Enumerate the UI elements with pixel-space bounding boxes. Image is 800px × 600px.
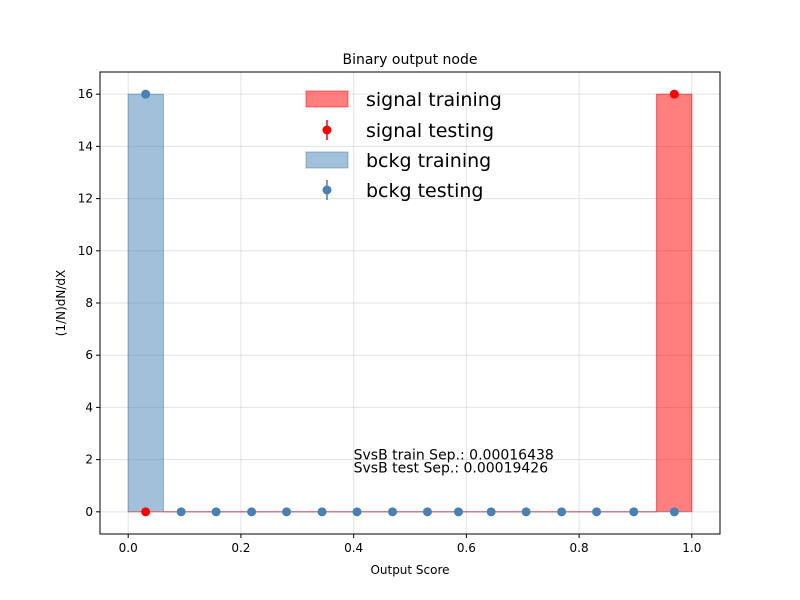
legend-marker-bckg-testing (322, 185, 332, 195)
separation-annotation: SvsB train Sep.: 0.00016438 (354, 448, 554, 464)
axis-ticks: 0.0 0.2 0.4 0.6 0.8 1.0 0 2 4 6 8 10 12 14 16 (78, 87, 702, 555)
histogram-bars (127, 93, 693, 513)
y-tick-label: 12 (78, 192, 93, 206)
point-bckg-testing (422, 507, 432, 517)
legend-swatch-bckg-training (305, 151, 349, 169)
y-tick-label: 4 (85, 400, 93, 414)
bar-bckg-training (128, 94, 164, 512)
legend-label-bckg-training: bckg training (366, 150, 491, 172)
y-tick-label: 0 (85, 505, 93, 519)
chart-title: Binary output node (342, 52, 477, 68)
y-axis-label: (1/N)dN/dX (54, 270, 68, 337)
point-bckg-testing (592, 507, 602, 517)
point-bckg-testing (176, 507, 186, 517)
point-bckg-testing (141, 89, 151, 99)
point-bckg-testing (669, 507, 679, 517)
x-tick-label: 0.0 (119, 541, 138, 555)
point-bckg-testing (352, 507, 362, 517)
point-bckg-testing (282, 507, 292, 517)
x-tick-label: 0.4 (344, 541, 363, 555)
y-tick-label: 6 (85, 348, 93, 362)
x-tick-label: 0.8 (570, 541, 589, 555)
y-tick-label: 16 (78, 87, 93, 101)
x-tick-label: 0.2 (231, 541, 250, 555)
y-tick-label: 10 (78, 244, 93, 258)
x-tick-label: 1.0 (682, 541, 701, 555)
bar-outline-bckg-training (127, 93, 692, 513)
point-bckg-testing (557, 507, 567, 517)
bar-outline-signal-training (128, 93, 693, 513)
legend-label-bckg-testing: bckg testing (366, 180, 483, 202)
point-bckg-testing (211, 507, 221, 517)
legend-swatch-signal-training (305, 90, 349, 108)
point-bckg-testing (388, 507, 398, 517)
separation-annotation: SvsB test Sep.: 0.00019426 (354, 461, 549, 477)
point-signal-testing (669, 89, 679, 99)
point-bckg-testing (247, 507, 257, 517)
point-bckg-testing (317, 507, 327, 517)
x-tick-label: 0.6 (457, 541, 476, 555)
point-signal-testing (141, 507, 151, 517)
point-bckg-testing (486, 507, 496, 517)
y-tick-label: 2 (85, 453, 93, 467)
y-tick-label: 14 (78, 139, 93, 153)
data-points (141, 89, 679, 517)
grid (100, 72, 720, 534)
legend: signal training signal testing bckg trai… (305, 89, 502, 202)
legend-label-signal-training: signal training (366, 89, 502, 111)
legend-marker-signal-testing (322, 125, 332, 135)
legend-label-signal-testing: signal testing (366, 120, 494, 142)
x-axis-label: Output Score (370, 563, 449, 577)
y-tick-label: 8 (85, 296, 93, 310)
point-bckg-testing (629, 507, 639, 517)
bar-signal-training (656, 94, 692, 512)
point-bckg-testing (521, 507, 531, 517)
point-bckg-testing (453, 507, 463, 517)
